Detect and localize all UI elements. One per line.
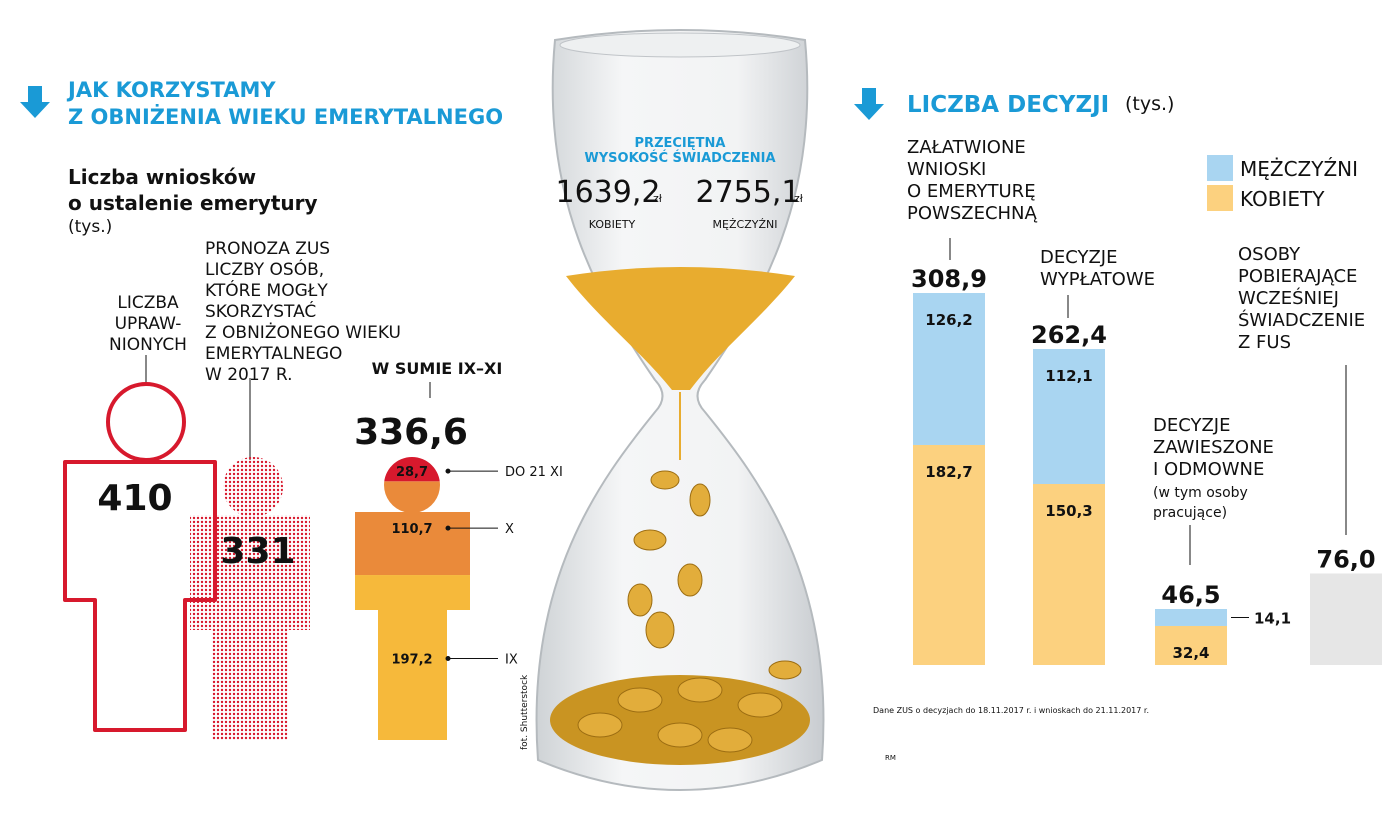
subtitle: o ustalenie emerytury (68, 191, 318, 215)
benefit-title: PRZECIĘTNA (635, 136, 726, 151)
leader-dot (445, 656, 451, 662)
segment-name: DO 21 XI (505, 465, 563, 480)
legend-swatch (1207, 185, 1233, 211)
label-line: (w tym osoby (1153, 485, 1248, 501)
label-line: LICZBY OSÓB, (205, 258, 324, 280)
subtitle: Liczba wniosków (68, 165, 256, 189)
segment-name: IX (505, 653, 518, 668)
label-line: WNIOSKI (907, 159, 986, 180)
bar-label: 14,1 (1254, 609, 1291, 627)
label-line: ŚWIADCZENIE (1238, 309, 1365, 331)
forecast-value: 331 (220, 531, 295, 572)
label-line: W 2017 R. (205, 365, 293, 385)
label-line: ZAŁATWIONE (907, 137, 1026, 158)
label-line: POWSZECHNĄ (907, 203, 1038, 224)
bar (1310, 573, 1382, 665)
hourglass (535, 29, 825, 791)
legend-label: MĘŻCZYŹNI (1240, 157, 1358, 181)
benefit-label: MĘŻCZYŹNI (713, 218, 778, 231)
bar-label: 112,1 (1045, 367, 1092, 385)
bar-segment (1155, 609, 1227, 626)
label-line: DECYZJE (1153, 415, 1231, 436)
label-line: KTÓRE MOGŁY (205, 279, 328, 301)
total-label: 46,5 (1161, 581, 1220, 609)
benefit-label: KOBIETY (589, 218, 636, 231)
benefit-value: 2755,1 (696, 175, 801, 210)
segment-name: X (505, 522, 514, 537)
bar-label: 150,3 (1045, 502, 1092, 520)
bar-segment (1033, 348, 1105, 484)
heading: JAK KORZYSTAMY (66, 78, 276, 102)
legend-label: KOBIETY (1240, 187, 1325, 211)
segment-label: 197,2 (391, 653, 432, 668)
leader-dot (445, 525, 451, 531)
label-line: Z FUS (1238, 332, 1291, 353)
author: RM (885, 754, 896, 762)
label-line: UPRAW- (115, 314, 182, 334)
sum-value: 336,6 (354, 412, 468, 453)
bar-label: 32,4 (1172, 644, 1209, 662)
label-line: WCZEŚNIEJ (1238, 287, 1339, 309)
label-line: NIONYCH (109, 335, 187, 355)
photo-credit: fot. Shutterstock (520, 674, 530, 750)
bar-segment (913, 444, 985, 665)
arrow-icon (854, 88, 884, 120)
label-line: DECYZJE (1040, 247, 1118, 268)
unit: (tys.) (68, 217, 112, 237)
label-line: PRONOZA ZUS (205, 239, 330, 259)
label-line: OSOBY (1238, 244, 1301, 265)
label-line: WYPŁATOWE (1040, 269, 1155, 290)
total-label: 76,0 (1316, 545, 1375, 573)
sum-title: W SUMIE IX–XI (372, 359, 503, 378)
chart-unit: (tys.) (1125, 93, 1174, 115)
label-line: I ODMOWNE (1153, 459, 1264, 480)
label-line: Z OBNIŻONEGO WIEKU (205, 322, 401, 343)
leader-dot (445, 468, 451, 474)
arrow-icon (20, 86, 50, 118)
label-line: EMERYTALNEGO (205, 344, 342, 364)
bar-segment (1033, 483, 1105, 665)
person-forecast (190, 515, 310, 740)
bar-segment (913, 293, 985, 445)
total-label: 262,4 (1031, 321, 1107, 349)
benefit-value: 1639,2 (556, 175, 661, 210)
benefit-unit: zł (794, 192, 804, 205)
person-applications (355, 457, 470, 740)
label-line: ZAWIESZONE (1153, 437, 1274, 458)
total-label: 308,9 (911, 265, 987, 293)
person-eligible (106, 382, 186, 462)
bar-label: 126,2 (925, 311, 972, 329)
label-line: SKORZYSTAĆ (205, 300, 316, 322)
segment-label: 28,7 (396, 465, 428, 480)
heading: Z OBNIŻENIA WIEKU EMERYTALNEGO (68, 104, 503, 129)
eligible-value: 410 (97, 478, 172, 519)
label-line: POBIERAJĄCE (1238, 266, 1357, 287)
bar-segment (1155, 625, 1227, 665)
label-line: O EMERYTURĘ (907, 181, 1036, 202)
chart-title: LICZBA DECYZJI (907, 92, 1109, 118)
bar-label: 182,7 (925, 463, 972, 481)
benefit-unit: zł (653, 192, 663, 205)
label-line: LICZBA (117, 293, 179, 313)
benefit-title: WYSOKOŚĆ ŚWIADCZENIA (584, 150, 775, 166)
source: Dane ZUS o decyzjach do 18.11.2017 r. i … (873, 706, 1149, 715)
person-eligible (63, 460, 217, 732)
person-forecast (223, 457, 283, 517)
label-line: pracujące) (1153, 505, 1227, 521)
segment-label: 110,7 (391, 522, 432, 537)
legend-swatch (1207, 155, 1233, 181)
